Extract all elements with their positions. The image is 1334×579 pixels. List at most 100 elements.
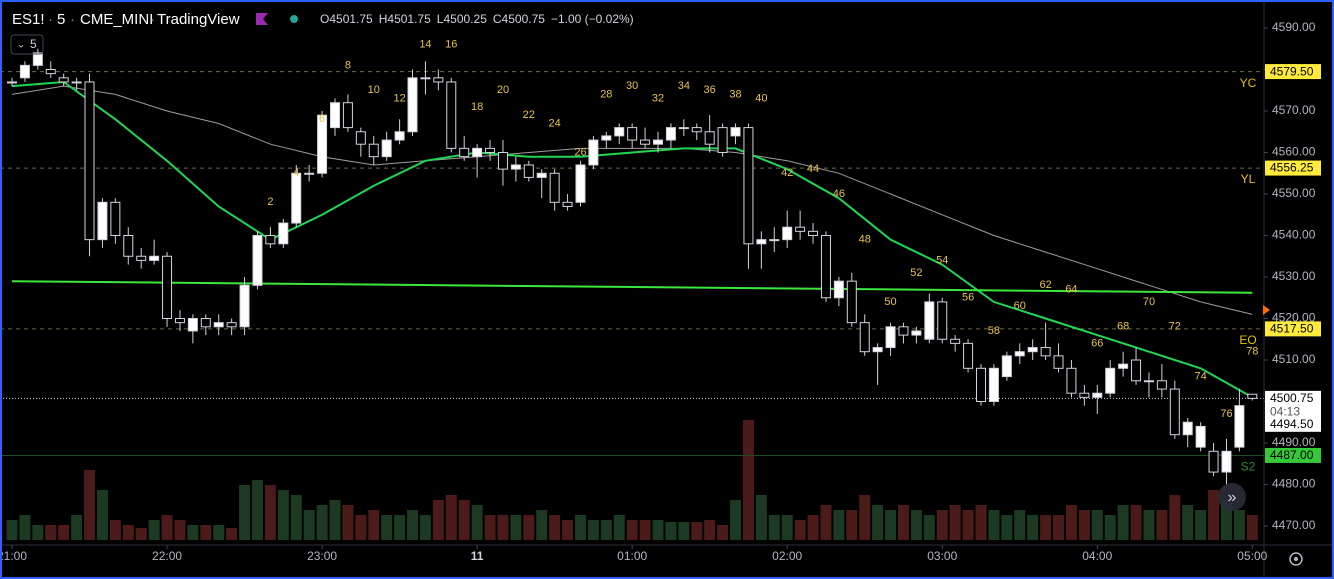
volume-bar [1053,515,1065,540]
bar-number: 20 [497,84,509,96]
candle-body [317,114,328,174]
volume-bar [600,520,612,540]
volume-bar [355,515,367,540]
volume-bar [122,525,134,540]
volume-bar [949,505,961,540]
y-tick-label: 4590.00 [1272,20,1316,34]
candle-body [278,222,289,245]
candle-body [1079,392,1090,398]
indicators-toggle[interactable] [10,34,44,55]
candle-body [226,322,237,328]
candle-body [562,201,573,207]
volume-bar [523,515,535,540]
bar-number: 8 [345,59,351,71]
bar-number: 32 [652,92,664,104]
settings-icon[interactable] [1289,552,1303,566]
candle-body [485,147,496,154]
volume-bar [174,520,186,540]
candle-body [187,318,198,332]
candle-body [976,367,986,402]
level-tag: EO [1239,333,1256,347]
candle-body [911,330,922,336]
candle-body [1131,359,1142,382]
candle-body [536,172,547,178]
volume-bar [148,520,160,540]
candle-body [97,201,108,241]
volume-bar [1182,505,1194,540]
candle-body [808,230,819,237]
volume-bar [639,520,651,540]
volume-bar [316,505,328,540]
volume-bar [381,515,393,540]
candle-body [213,322,224,328]
candle-body [32,52,43,66]
bar-number: 12 [393,92,405,104]
volume-bar [768,515,780,540]
candle-body [988,367,999,402]
indicator-line [11,85,1253,315]
bar-number: 58 [988,325,1000,337]
candle-body [782,226,793,241]
chevron: ⌄ [17,40,25,51]
price-label: 4517.50 [1270,322,1314,336]
x-tick-label: 21:00 [0,549,27,563]
candle-body [601,135,612,141]
volume-bar [484,515,496,540]
volume-bar [923,515,935,540]
candle-body [265,235,276,245]
marker-arrow [1263,305,1270,315]
volume-bar [704,520,716,540]
bar-number: 74 [1195,371,1207,383]
y-tick-label: 4540.00 [1272,228,1316,242]
y-tick-label: 4480.00 [1272,477,1316,491]
x-tick-label: 23:00 [307,549,337,563]
candle-body [549,172,560,203]
candle-body [510,164,521,170]
bar-number: 78 [1246,346,1258,358]
candle-body [678,127,689,130]
volume-bar [1091,510,1103,540]
scroll-right-button[interactable] [1218,483,1246,511]
bar-number: 50 [884,296,896,308]
candle-body [71,81,82,84]
volume-bar [755,495,767,540]
candle-body [136,255,147,261]
volume-bar [781,515,793,540]
y-tick-label: 4570.00 [1272,103,1316,117]
bar-number: 28 [600,88,612,100]
volume-bar [730,500,742,540]
volume-bar [58,525,70,540]
volume-bar [1208,490,1220,540]
bar-number: 70 [1143,296,1155,308]
bar-number: 66 [1091,337,1103,349]
candle-body [1182,421,1193,436]
candle-body [368,143,379,158]
volume-bar [613,515,625,540]
y-tick-label: 4560.00 [1272,145,1316,159]
volume-bar [549,515,561,540]
volume-bar [1246,515,1258,540]
volume-bar [458,500,470,540]
volume-bar [226,528,238,540]
volume-bar [407,510,419,540]
bar-number: 10 [368,84,380,96]
ohlc-key: H [379,12,388,26]
volume-bar [96,490,108,540]
bar-number: 38 [729,88,741,100]
bar-number: 72 [1169,321,1181,333]
volume-bar [45,525,57,540]
bar-number: 26 [574,146,586,158]
countdown: 04:13 [1270,405,1300,419]
price-label-bg [1265,160,1321,176]
price-label: 4494.50 [1270,417,1314,431]
volume-bar [1065,505,1077,540]
volume-bar [820,505,832,540]
candle-body [963,342,974,369]
volume-bar [109,520,121,540]
bar-number: 14 [419,39,431,51]
flag-icon[interactable] [256,13,268,25]
separator: · [48,11,53,28]
candle-body [704,131,715,145]
